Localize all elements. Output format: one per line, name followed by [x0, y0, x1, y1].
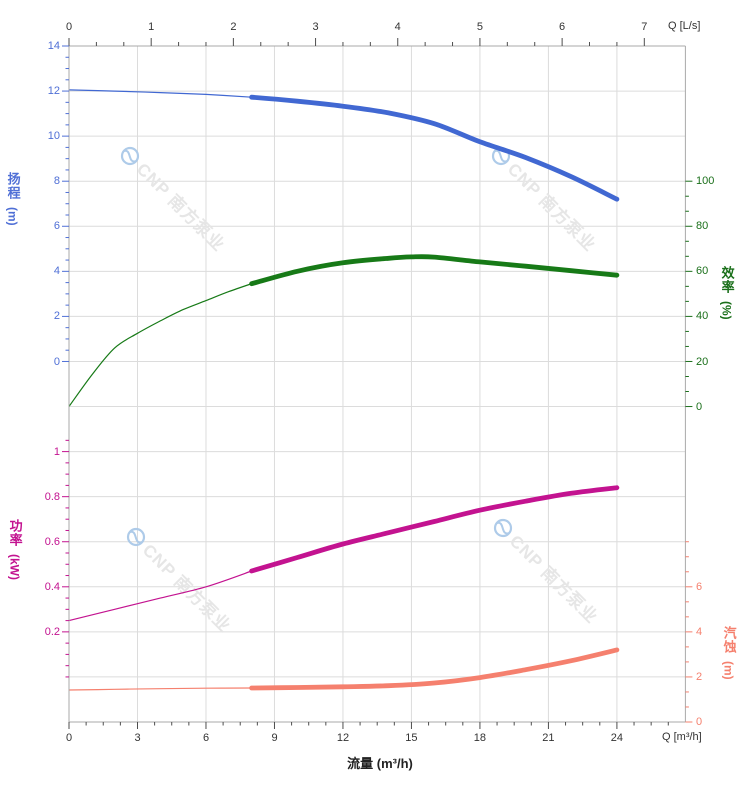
- bottom-tick-label: 18: [473, 732, 487, 744]
- head-tick-label: 14: [47, 40, 60, 52]
- axis-title-power: 功率 (kW): [7, 519, 23, 580]
- curve-efficiency_pct-extended: [68, 283, 252, 407]
- cnp-logo-icon-swoosh: [496, 521, 510, 535]
- curve-head_m-extended: [68, 89, 252, 98]
- watermark-text: CNP 南方泵业: [506, 531, 602, 627]
- top-axis-unit-label: Q [L/s]: [668, 20, 701, 32]
- top-tick-label: 2: [230, 21, 237, 33]
- watermark: CNP 南方泵业: [493, 518, 602, 627]
- power-tick-label: 0.4: [44, 580, 60, 593]
- curve-head_m-rated: [249, 94, 620, 202]
- efficiency-tick-label: 80: [696, 220, 709, 233]
- power-tick-label: 0.8: [44, 490, 60, 503]
- head-tick-label: 6: [53, 220, 60, 233]
- axis-title-power-text: 功率: [7, 519, 23, 547]
- axis-title-head: 扬程 (m): [5, 172, 21, 226]
- npsh-tick-label: 6: [696, 580, 703, 593]
- head-tick-label: 2: [53, 310, 60, 323]
- top-tick-label: 5: [476, 21, 483, 33]
- watermark: CNP 南方泵业: [120, 146, 229, 255]
- top-tick-label: 4: [394, 21, 401, 33]
- curve-efficiency_pct-rated: [249, 254, 620, 287]
- top-tick-label: 0: [65, 21, 73, 33]
- cnp-logo-icon-swoosh: [129, 530, 143, 544]
- x-axis-title: 流量 (m³/h): [347, 756, 413, 771]
- cnp-logo-icon-swoosh: [494, 149, 508, 163]
- head-tick-label: 8: [53, 175, 60, 188]
- cnp-logo-icon-swoosh: [123, 149, 137, 163]
- npsh-tick-label: 2: [696, 670, 703, 683]
- curve-power_kw-rated: [249, 485, 620, 574]
- head-tick-label: 12: [47, 85, 60, 98]
- watermark-text: CNP 南方泵业: [504, 159, 600, 255]
- watermark-text: CNP 南方泵业: [139, 540, 235, 636]
- curve-power_kw-extended: [68, 570, 252, 622]
- npsh-tick-label: 0: [696, 716, 703, 728]
- top-tick-label: 1: [148, 21, 155, 33]
- curve-npsh_m-rated: [249, 647, 620, 691]
- npsh-tick-label: 4: [696, 625, 703, 638]
- watermark-text: CNP 南方泵业: [133, 159, 229, 255]
- bottom-tick-label: 24: [610, 732, 624, 744]
- bottom-tick-label: 0: [65, 732, 73, 744]
- bottom-axis-unit-label: Q [m³/h]: [662, 731, 702, 743]
- head-tick-label: 0: [53, 355, 60, 368]
- bottom-tick-label: 3: [134, 732, 141, 744]
- axis-title-head-unit: (m): [5, 207, 20, 226]
- axis-title-efficiency-text: 效率: [719, 266, 735, 294]
- axis-title-power-unit: (kW): [7, 554, 22, 580]
- axis-title-npsh-unit: (m): [721, 661, 736, 680]
- efficiency-tick-label: 0: [696, 400, 703, 413]
- axis-title-npsh-text: 汽蚀: [721, 626, 737, 654]
- efficiency-tick-label: 20: [696, 355, 709, 368]
- watermark: CNP 南方泵业: [491, 146, 600, 255]
- power-tick-label: 0.2: [44, 625, 60, 638]
- bottom-tick-label: 15: [405, 732, 418, 744]
- axis-title-efficiency-unit: (%): [719, 301, 734, 320]
- head-tick-label: 10: [47, 130, 60, 143]
- efficiency-tick-label: 60: [696, 265, 709, 278]
- axis-title-head-text: 扬程: [5, 172, 21, 200]
- top-tick-label: 7: [641, 21, 648, 33]
- bottom-tick-label: 6: [202, 732, 210, 744]
- bottom-tick-label: 9: [271, 732, 278, 744]
- curve-npsh_m-extended: [68, 687, 252, 691]
- bottom-tick-label: 12: [336, 732, 350, 744]
- axis-title-npsh: 汽蚀 (m): [721, 626, 737, 680]
- head-tick-label: 4: [53, 265, 60, 278]
- top-tick-label: 6: [559, 21, 566, 33]
- top-tick-label: 3: [312, 21, 319, 33]
- power-tick-label: 1: [53, 445, 60, 458]
- efficiency-tick-label: 40: [696, 310, 709, 323]
- power-tick-label: 0.6: [44, 535, 60, 548]
- bottom-tick-label: 21: [542, 732, 555, 744]
- axis-title-efficiency: 效率 (%): [719, 266, 735, 320]
- efficiency-tick-label: 100: [696, 175, 715, 188]
- watermark: CNP 南方泵业: [126, 527, 235, 636]
